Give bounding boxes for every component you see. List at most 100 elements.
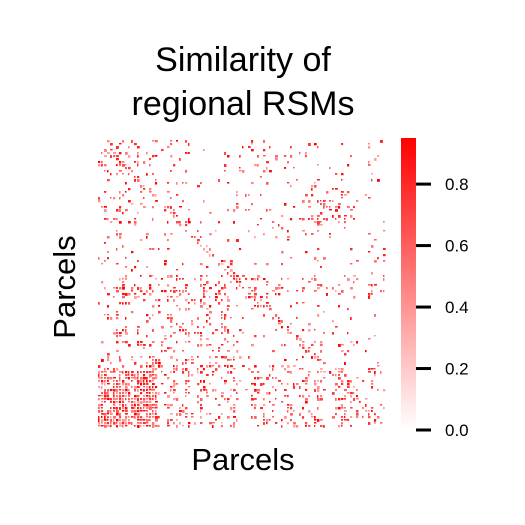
heatmap-cell: [110, 419, 113, 422]
heatmap-cell: [203, 287, 205, 290]
heatmap-cell: [101, 371, 104, 373]
heatmap-cell: [101, 407, 103, 409]
heatmap-cell: [317, 164, 319, 166]
heatmap-cell: [206, 338, 209, 340]
heatmap-cell: [383, 407, 385, 410]
heatmap-cell: [146, 395, 149, 397]
heatmap-cell: [140, 275, 142, 277]
heatmap-cell: [170, 275, 173, 278]
heatmap-cell: [125, 278, 128, 280]
heatmap-cell: [215, 296, 218, 299]
heatmap-cell: [281, 320, 283, 323]
heatmap-cell: [137, 176, 140, 179]
heatmap-cell: [215, 329, 218, 331]
heatmap-cell: [308, 395, 311, 398]
heatmap-cell: [209, 287, 212, 290]
heatmap-cell: [98, 425, 101, 427]
heatmap-cell: [125, 377, 128, 379]
heatmap-cell: [173, 209, 175, 212]
heatmap-cell: [266, 281, 269, 283]
heatmap-cell: [98, 398, 100, 401]
heatmap-cell: [173, 164, 176, 167]
heatmap-cell: [344, 275, 346, 277]
heatmap-cell: [266, 305, 268, 307]
heatmap-cell: [254, 407, 256, 410]
heatmap-cell: [341, 371, 344, 373]
heatmap-cell: [305, 422, 308, 425]
heatmap-cell: [314, 182, 316, 184]
heatmap-cell: [125, 407, 128, 410]
heatmap-cell: [221, 413, 223, 415]
heatmap-cell: [185, 383, 187, 385]
heatmap-cell: [293, 383, 295, 386]
heatmap-cell: [278, 287, 281, 290]
heatmap-cell: [227, 308, 229, 311]
heatmap-cell: [152, 422, 155, 425]
heatmap-cell: [293, 422, 296, 425]
heatmap-cell: [335, 326, 338, 328]
heatmap-cell: [227, 305, 230, 307]
heatmap-cell: [206, 266, 209, 269]
heatmap-cell: [101, 206, 104, 208]
heatmap-cell: [143, 422, 146, 424]
heatmap-cell: [104, 155, 107, 158]
heatmap-cell: [281, 251, 284, 254]
heatmap-cell: [113, 401, 116, 404]
heatmap-cell: [131, 356, 134, 359]
heatmap-cell: [137, 416, 140, 419]
heatmap-cell: [365, 350, 367, 353]
heatmap-cell: [329, 206, 331, 208]
heatmap-cell: [356, 200, 359, 202]
heatmap-cell: [155, 362, 158, 365]
heatmap-cell: [140, 416, 143, 419]
heatmap-cell: [125, 164, 127, 166]
heatmap-cell: [128, 167, 131, 170]
heatmap-cell: [191, 416, 194, 418]
heatmap-cell: [143, 197, 145, 199]
heatmap-cell: [98, 302, 100, 305]
heatmap-cell: [149, 248, 152, 250]
heatmap-cell: [257, 305, 259, 308]
heatmap-cell: [380, 290, 382, 293]
heatmap-cell: [98, 416, 100, 419]
heatmap-cell: [152, 173, 154, 175]
heatmap-cell: [230, 371, 233, 374]
heatmap-cell: [221, 299, 223, 302]
heatmap-cell: [317, 221, 320, 224]
heatmap-cell: [344, 194, 347, 196]
heatmap-cell: [122, 371, 124, 374]
heatmap-cell: [149, 398, 152, 401]
heatmap-cell: [161, 371, 163, 373]
heatmap-cell: [317, 260, 319, 262]
heatmap-cell: [341, 422, 343, 425]
heatmap-cell: [200, 389, 203, 392]
heatmap-cell: [248, 296, 251, 299]
heatmap-cell: [356, 260, 359, 262]
heatmap-cell: [200, 404, 202, 407]
heatmap-cell: [161, 341, 164, 344]
heatmap-cell: [236, 191, 238, 193]
heatmap-cell: [368, 161, 370, 164]
heatmap-cell: [110, 389, 113, 392]
heatmap-cell: [314, 425, 316, 427]
heatmap-cell: [239, 170, 242, 172]
heatmap-cell: [374, 422, 376, 424]
heatmap-cell: [257, 392, 260, 394]
heatmap-cell: [149, 287, 152, 290]
heatmap-cell: [140, 419, 143, 421]
heatmap-cell: [116, 425, 118, 428]
heatmap-cell: [149, 284, 152, 287]
heatmap-cell: [299, 368, 302, 370]
heatmap-cell: [197, 383, 200, 386]
heatmap-cell: [194, 302, 196, 305]
heatmap-cell: [137, 419, 140, 421]
heatmap-cell: [137, 389, 139, 392]
heatmap-cell: [134, 143, 137, 146]
heatmap-cell: [347, 419, 350, 421]
heatmap-cell: [350, 263, 353, 265]
heatmap-cell: [182, 329, 185, 332]
heatmap-cell: [188, 308, 190, 311]
heatmap-cell: [194, 236, 196, 239]
heatmap-cell: [176, 296, 179, 298]
heatmap-cell: [314, 143, 317, 146]
